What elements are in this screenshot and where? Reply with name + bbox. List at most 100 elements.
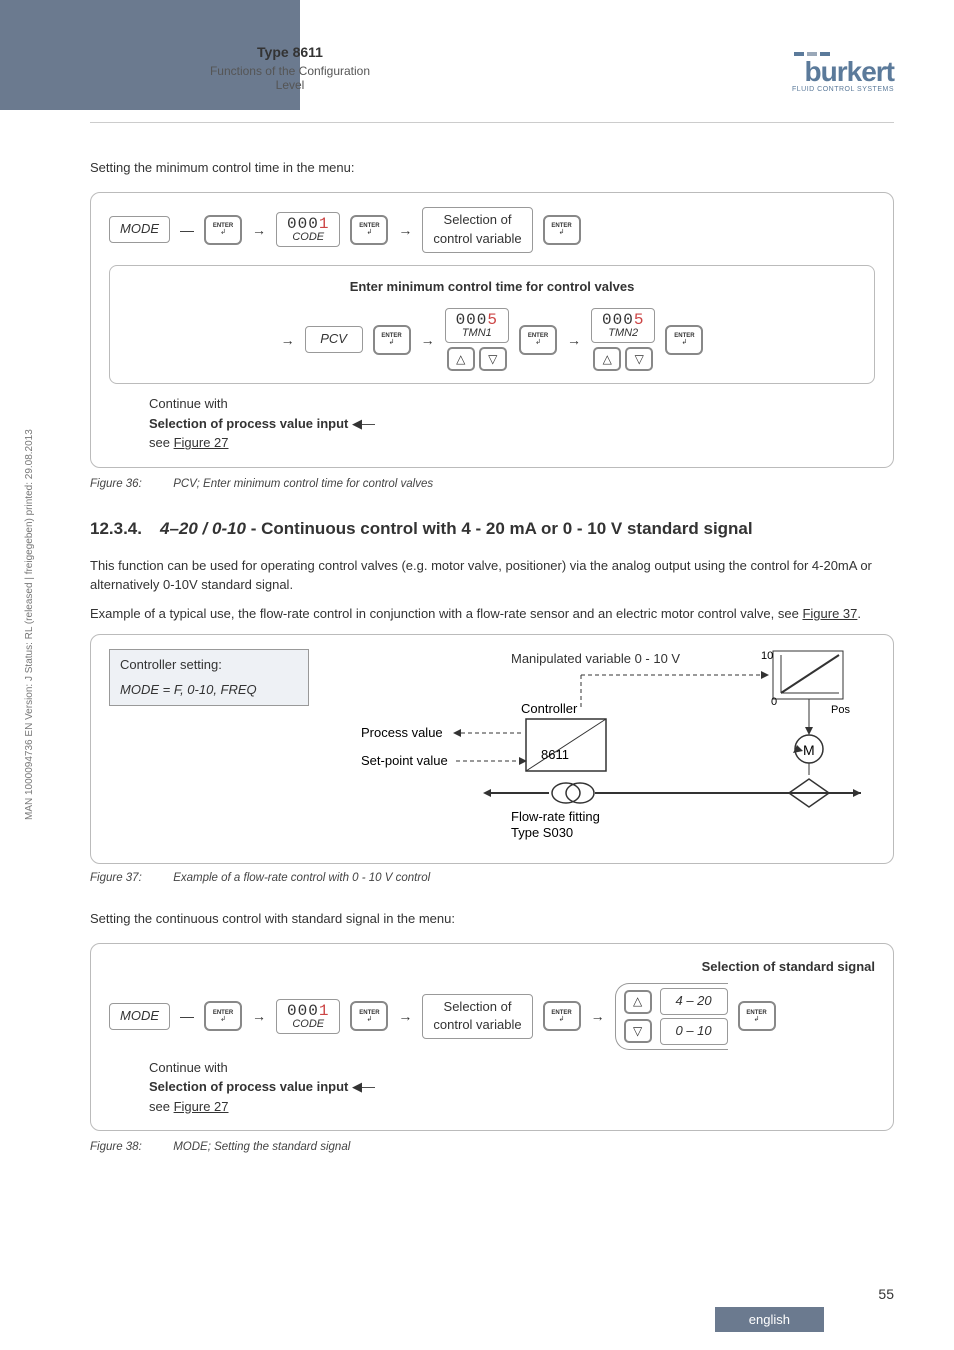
arrow-right-icon: →: [398, 220, 412, 240]
top-band: [0, 0, 954, 38]
enter-button[interactable]: ENTER↲: [204, 1001, 242, 1031]
arrow-right-icon: →: [567, 330, 581, 350]
fig38-caption-text: MODE; Setting the standard signal: [173, 1141, 350, 1153]
header-subtitle: Functions of the Configuration Level: [200, 64, 380, 92]
fig38-continue: Continue with Selection of process value…: [149, 1058, 875, 1117]
up-button[interactable]: △: [593, 347, 621, 371]
continue-pre: see: [149, 435, 174, 450]
page-number: 55: [878, 1286, 894, 1302]
continue-line1: Continue with: [149, 1058, 875, 1078]
fig36-inner-box: Enter minimum control time for control v…: [109, 265, 875, 385]
flow-diagram: Manipulated variable 0 - 10 V 10 0 Pos C…: [341, 645, 861, 855]
enter-button[interactable]: ENTER↲: [350, 215, 388, 245]
tmn1-display: 0005 TMN1: [445, 308, 509, 343]
sel-line2: control variable: [433, 231, 521, 246]
fig38-row: MODE — ENTER↲ → 0001 CODE ENTER↲ → Selec…: [109, 983, 875, 1050]
type-label: Type 8611: [200, 44, 380, 60]
arrow-right-icon: →: [398, 1006, 412, 1026]
fig36-top-row: MODE — ENTER↲ → 0001 CODE ENTER↲ → Selec…: [109, 207, 875, 253]
content: Setting the minimum control time in the …: [0, 123, 954, 1156]
enter-button[interactable]: ENTER↲: [373, 325, 411, 355]
continue-pre: see: [149, 1099, 174, 1114]
arrow-right-icon: →: [252, 1006, 266, 1026]
figure27-link[interactable]: Figure 27: [174, 435, 229, 450]
intro-min-control: Setting the minimum control time in the …: [90, 159, 894, 178]
sel-line1: Selection of: [444, 212, 512, 227]
connector-icon: —: [180, 220, 194, 240]
ctrl-l1: Controller setting:: [120, 656, 298, 675]
continue-line3: see Figure 27: [149, 1097, 875, 1117]
enter-button[interactable]: ENTER↲: [543, 1001, 581, 1031]
ctrl-num: 8611: [541, 747, 569, 762]
inner-title: Enter minimum control time for control v…: [126, 278, 858, 297]
fig36-continue: Continue with Selection of process value…: [149, 394, 875, 453]
fig37-box: Controller setting: MODE = F, 0-10, FREQ…: [90, 634, 894, 864]
controller-setting-box: Controller setting: MODE = F, 0-10, FREQ: [109, 649, 309, 707]
mode-display: MODE: [109, 1003, 170, 1030]
graph-pos: Pos: [831, 704, 850, 716]
fig36-box: MODE — ENTER↲ → 0001 CODE ENTER↲ → Selec…: [90, 192, 894, 468]
vertical-ref: MAN 1000094736 EN Version: J Status: RL …: [24, 429, 35, 820]
tmn2-sub: TMN2: [602, 328, 644, 339]
typeS-label: Type S030: [511, 825, 573, 840]
fig38-box: Selection of standard signal MODE — ENTE…: [90, 943, 894, 1131]
enter-button[interactable]: ENTER↲: [665, 325, 703, 355]
header-title-block: Type 8611 Functions of the Configuration…: [200, 44, 380, 92]
section-heading: 12.3.4. 4–20 / 0-10 - Continuous control…: [90, 517, 894, 542]
enter-button[interactable]: ENTER↲: [519, 325, 557, 355]
code-display: 0001 CODE: [276, 999, 340, 1034]
motor-M: M: [803, 742, 815, 758]
enter-button[interactable]: ENTER↲: [543, 215, 581, 245]
tmn1-group: 0005 TMN1 △ ▽: [445, 308, 509, 371]
bracket-icon: △ 4 – 20 ▽ 0 – 10: [615, 983, 728, 1050]
section-rest: - Continuous control with 4 - 20 mA or 0…: [246, 519, 753, 538]
connector-icon: —: [180, 1006, 194, 1026]
figure37-link[interactable]: Figure 37: [802, 606, 857, 621]
language-tab: english: [715, 1307, 824, 1332]
selection-display: Selection of control variable: [422, 207, 532, 253]
enter-button[interactable]: ENTER↲: [350, 1001, 388, 1031]
para2: Example of a typical use, the flow-rate …: [90, 605, 894, 624]
tmn2-group: 0005 TMN2 △ ▽: [591, 308, 655, 371]
enter-button[interactable]: ENTER↲: [738, 1001, 776, 1031]
enter-button[interactable]: ENTER↲: [204, 215, 242, 245]
top-band-dark: [0, 0, 300, 38]
continue-line2: Selection of process value input ◀—: [149, 414, 875, 434]
down-button[interactable]: ▽: [479, 347, 507, 371]
down-button[interactable]: ▽: [624, 1019, 652, 1043]
arrow-left-icon: ◀—: [352, 416, 375, 431]
up-button[interactable]: △: [624, 990, 652, 1014]
intro-std-signal: Setting the continuous control with stan…: [90, 910, 894, 929]
sel-line1: Selection of: [444, 999, 512, 1014]
fig38-caption-num: Figure 38:: [90, 1139, 170, 1156]
setp-label: Set-point value: [361, 753, 448, 768]
flowfit-label: Flow-rate fitting: [511, 809, 600, 824]
logo-subtext: FLUID CONTROL SYSTEMS: [792, 86, 894, 93]
fig36-inner-row: → PCV ENTER↲ → 0005 TMN1 △ ▽ ENTER↲ →: [126, 308, 858, 371]
graph-ten: 10: [761, 650, 773, 662]
sel-line2: control variable: [433, 1017, 521, 1032]
code-sub: CODE: [287, 1019, 329, 1030]
ctrl-l2: MODE = F, 0-10, FREQ: [120, 681, 298, 700]
fig36-caption: Figure 36: PCV; Enter minimum control ti…: [90, 476, 894, 493]
arrow-right-icon: →: [281, 330, 295, 350]
graph-zero: 0: [771, 696, 777, 708]
selection-display: Selection of control variable: [422, 994, 532, 1040]
fig38-caption: Figure 38: MODE; Setting the standard si…: [90, 1139, 894, 1156]
up-button[interactable]: △: [447, 347, 475, 371]
section-italic: 4–20 / 0-10: [160, 519, 246, 538]
controller-label: Controller: [521, 701, 578, 716]
proc-label: Process value: [361, 725, 443, 740]
continue-bold: Selection of process value input: [149, 1079, 348, 1094]
mode-display: MODE: [109, 216, 170, 243]
arrow-right-icon: →: [252, 220, 266, 240]
down-button[interactable]: ▽: [625, 347, 653, 371]
tmn2-display: 0005 TMN2: [591, 308, 655, 343]
code-display: 0001 CODE: [276, 212, 340, 247]
fig36-caption-text: PCV; Enter minimum control time for cont…: [173, 478, 433, 490]
figure27-link[interactable]: Figure 27: [174, 1099, 229, 1114]
para2-pre: Example of a typical use, the flow-rate …: [90, 606, 802, 621]
arrow-left-icon: ◀—: [352, 1079, 375, 1094]
logo: burkert FLUID CONTROL SYSTEMS: [792, 52, 894, 93]
para1: This function can be used for operating …: [90, 557, 894, 595]
